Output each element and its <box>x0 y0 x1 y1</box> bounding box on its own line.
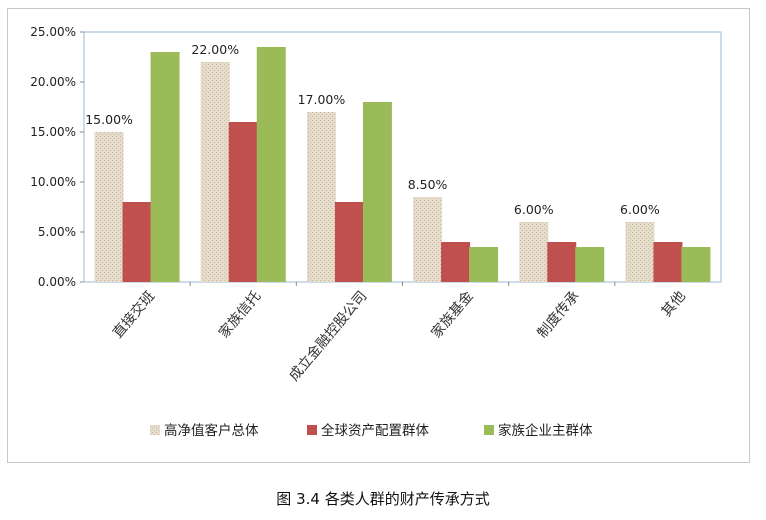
data-label: 8.50% <box>408 177 448 192</box>
bar <box>547 242 577 282</box>
category-label: 制度传承 <box>535 288 583 341</box>
data-label: 22.00% <box>191 42 239 57</box>
bar <box>681 247 711 282</box>
y-tick-label: 10.00% <box>30 175 76 189</box>
bar <box>200 62 230 282</box>
bar <box>413 197 443 282</box>
bar <box>575 247 605 282</box>
data-label: 17.00% <box>298 92 346 107</box>
y-tick-label: 25.00% <box>30 25 76 39</box>
figure-caption: 图 3.4 各类人群的财产传承方式 <box>276 490 490 508</box>
category-label: 家族基金 <box>428 288 477 342</box>
legend-swatch <box>307 425 317 435</box>
bar <box>625 222 655 282</box>
category-label: 直接交班 <box>109 288 158 342</box>
y-tick-label: 5.00% <box>38 225 76 239</box>
y-tick-label: 20.00% <box>30 75 76 89</box>
bar <box>469 247 499 282</box>
bar-chart: 0.00% 5.00% 10.00% 15.00% 20.00% 25.00% 15.00%… <box>30 25 722 439</box>
bar <box>94 132 124 282</box>
bar <box>362 102 392 282</box>
y-tick-label: 0.00% <box>38 275 76 289</box>
data-label: 6.00% <box>620 202 660 217</box>
y-tick-label: 15.00% <box>30 125 76 139</box>
legend-swatch <box>150 425 160 435</box>
legend-label: 高净值客户总体 <box>164 422 259 439</box>
bar <box>653 242 683 282</box>
bar <box>519 222 549 282</box>
data-label: 15.00% <box>85 112 133 127</box>
bar <box>441 242 471 282</box>
category-label: 家族信托 <box>215 288 264 342</box>
legend-swatch <box>484 425 494 435</box>
bar <box>122 202 152 282</box>
category-label: 其他 <box>659 288 689 320</box>
bar <box>150 52 180 282</box>
bar <box>306 112 336 282</box>
category-label: 成立金融控股公司 <box>286 288 370 384</box>
bar <box>256 47 286 282</box>
data-label: 6.00% <box>514 202 554 217</box>
legend-label: 全球资产配置群体 <box>321 422 429 439</box>
bar <box>334 202 364 282</box>
bar <box>228 122 258 282</box>
legend-label: 家族企业主群体 <box>498 422 593 439</box>
